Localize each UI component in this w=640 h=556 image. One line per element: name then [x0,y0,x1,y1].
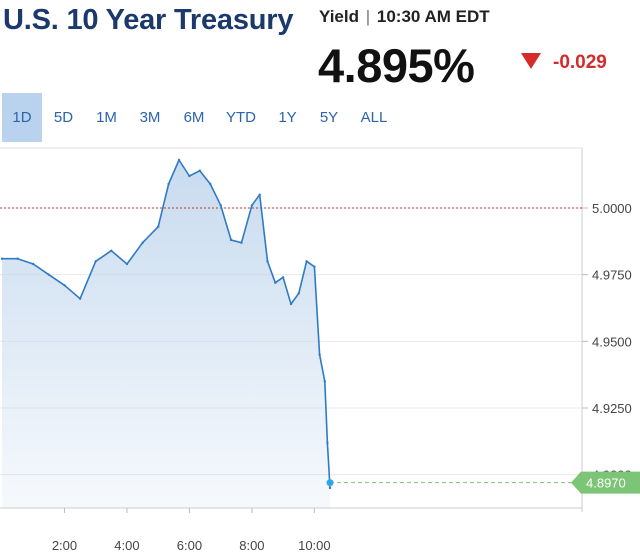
tab-label: ALL [360,109,388,126]
data-point [323,380,326,383]
data-point [78,297,82,300]
data-point [157,225,160,228]
range-tabs: 1D 5D 1M 3M 6M YTD 1Y 5Y ALL [2,93,399,142]
last-value-tag [571,471,640,494]
tab-label: 5D [53,109,74,126]
data-point [0,257,4,260]
data-point [63,284,66,287]
data-point [219,204,222,207]
data-point [188,174,191,178]
tab-1d[interactable]: 1D [2,93,42,142]
data-point [47,273,51,276]
x-tick-label: 8:00 [239,538,264,553]
data-point [305,260,308,263]
data-point [313,265,316,268]
data-point [32,262,35,266]
data-point [274,281,277,284]
data-point [326,441,329,444]
data-point [141,241,144,244]
quote-type: Yield [319,7,359,26]
quote-separator: | [365,7,371,26]
data-point [266,260,269,263]
tab-label: 5Y [319,109,339,126]
data-point [167,182,170,186]
data-point [209,182,212,186]
triangle-down-icon [521,53,541,69]
data-point [289,302,293,306]
data-point [198,169,201,172]
tab-1m[interactable]: 1M [85,93,128,142]
page-title: U.S. 10 Year Treasury [3,4,294,36]
yield-area [2,160,330,508]
data-point [177,158,181,162]
x-tick-label: 6:00 [177,538,202,553]
data-point [258,193,261,196]
data-point [110,249,113,252]
tab-label: 1Y [278,109,297,126]
tab-ytd[interactable]: YTD [216,93,266,142]
tab-label: 3M [139,109,161,126]
tab-label: YTD [226,109,256,126]
data-point [328,486,332,490]
y-tick-label: 4.9250 [592,401,632,416]
data-point [240,241,243,244]
data-point [318,353,321,356]
yield-line [2,159,331,489]
data-point [250,204,254,207]
y-tick-label: 4.9750 [592,268,632,283]
tab-label: 1M [96,109,117,126]
tab-5d[interactable]: 5D [42,93,85,142]
tab-all[interactable]: ALL [349,93,399,142]
data-point [16,257,19,260]
data-point [94,260,97,263]
x-tick-label: 10:00 [298,538,331,553]
quote-time: 10:30 AM EDT [376,7,490,26]
tab-6m[interactable]: 6M [172,93,216,142]
x-tick-label: 2:00 [52,538,77,553]
tab-1y[interactable]: 1Y [266,93,309,142]
tab-5y[interactable]: 5Y [309,93,349,142]
last-value-marker [326,479,334,487]
quote-meta: Yield | 10:30 AM EDT [319,7,490,27]
data-point [297,292,300,295]
data-point [281,276,285,279]
last-value-label: 4.8970 [586,476,626,491]
tab-3m[interactable]: 3M [128,93,172,142]
tab-label: 6M [183,109,205,126]
y-tick-label: 4.9500 [592,334,632,349]
tab-label: 1D [12,109,32,126]
x-tick-label: 4:00 [114,538,139,553]
last-price: 4.895% [318,39,475,92]
data-point [125,262,129,266]
data-point [229,238,233,242]
y-tick-label: 5.0000 [592,201,632,216]
price-change: -0.029 [553,52,607,73]
